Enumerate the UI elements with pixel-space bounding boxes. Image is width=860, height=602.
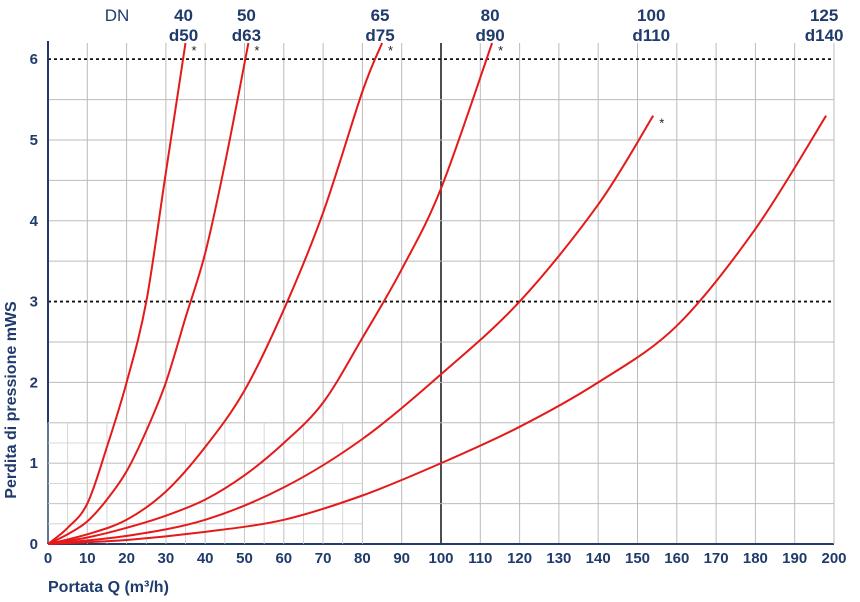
series-star-marker: * bbox=[498, 43, 503, 58]
series-diameter-label: d110 bbox=[632, 26, 670, 45]
series-curve-dn65 bbox=[47, 42, 384, 545]
x-tick-label: 80 bbox=[354, 550, 371, 567]
curves bbox=[47, 42, 827, 545]
x-axis-title: Portata Q (m³/h) bbox=[48, 579, 169, 596]
x-tick-label: 190 bbox=[782, 550, 807, 567]
inset-fine-grid bbox=[47, 422, 363, 544]
series-curve-dn40 bbox=[47, 42, 187, 545]
x-tick-label: 10 bbox=[79, 550, 96, 567]
series-dn-label: 100 bbox=[637, 6, 665, 25]
series-curve-dn125 bbox=[47, 115, 827, 545]
series-dn-label: 80 bbox=[481, 6, 500, 25]
x-tick-label: 150 bbox=[625, 550, 650, 567]
x-tick-label: 200 bbox=[821, 550, 846, 567]
series-dn-label: 50 bbox=[237, 6, 256, 25]
x-tick-label: 160 bbox=[664, 550, 689, 567]
y-tick-label: 6 bbox=[30, 51, 38, 68]
series-curve-dn80 bbox=[47, 42, 494, 545]
x-tick-label: 0 bbox=[44, 550, 52, 567]
y-axis-title: Perdita di pressione mWS bbox=[3, 301, 20, 499]
x-tick-label: 40 bbox=[197, 550, 214, 567]
series-dn-label: 65 bbox=[371, 6, 390, 25]
x-tick-label: 70 bbox=[315, 550, 332, 567]
x-tick-label: 120 bbox=[507, 550, 532, 567]
x-tick-label: 20 bbox=[118, 550, 135, 567]
series-star-marker: * bbox=[388, 43, 393, 58]
labels: 0 10 20 30 40 50 60 70 80 90 100 110 120 130 140 150 160… bbox=[30, 6, 847, 567]
x-tick-label: 130 bbox=[546, 550, 571, 567]
x-tick-label: 170 bbox=[704, 550, 729, 567]
y-tick-label: 3 bbox=[30, 294, 38, 311]
grid bbox=[47, 41, 835, 545]
x-tick-label: 140 bbox=[586, 550, 611, 567]
series-diameter-label: d140 bbox=[805, 26, 844, 45]
y-tick-label: 2 bbox=[30, 374, 38, 391]
x-tick-label: 60 bbox=[275, 550, 292, 567]
y-tick-label: 0 bbox=[30, 536, 38, 553]
x-tick-label: 90 bbox=[393, 550, 410, 567]
y-tick-label: 1 bbox=[30, 455, 38, 472]
x-tick-label: 110 bbox=[468, 550, 492, 567]
series-diameter-label: d75 bbox=[365, 26, 394, 45]
series-diameter-label: d90 bbox=[475, 26, 504, 45]
series-star-marker: * bbox=[192, 43, 197, 58]
y-tick-label: 4 bbox=[30, 213, 39, 230]
series-dn-label: 125 bbox=[810, 6, 838, 25]
x-tick-label: 30 bbox=[158, 550, 175, 567]
series-dn-label: 40 bbox=[174, 6, 193, 25]
series-curve-dn100 bbox=[47, 115, 655, 545]
series-diameter-label: d50 bbox=[169, 26, 198, 45]
series-star-marker: * bbox=[254, 43, 259, 58]
x-tick-label: 180 bbox=[743, 550, 768, 567]
x-tick-label: 50 bbox=[236, 550, 253, 567]
series-diameter-label: d63 bbox=[232, 26, 261, 45]
y-tick-label: 5 bbox=[30, 132, 38, 149]
series-star-marker: * bbox=[659, 116, 664, 131]
series-curve-dn50 bbox=[47, 42, 250, 545]
x-tick-label: 100 bbox=[428, 550, 453, 567]
dn-label: DN bbox=[105, 6, 130, 25]
